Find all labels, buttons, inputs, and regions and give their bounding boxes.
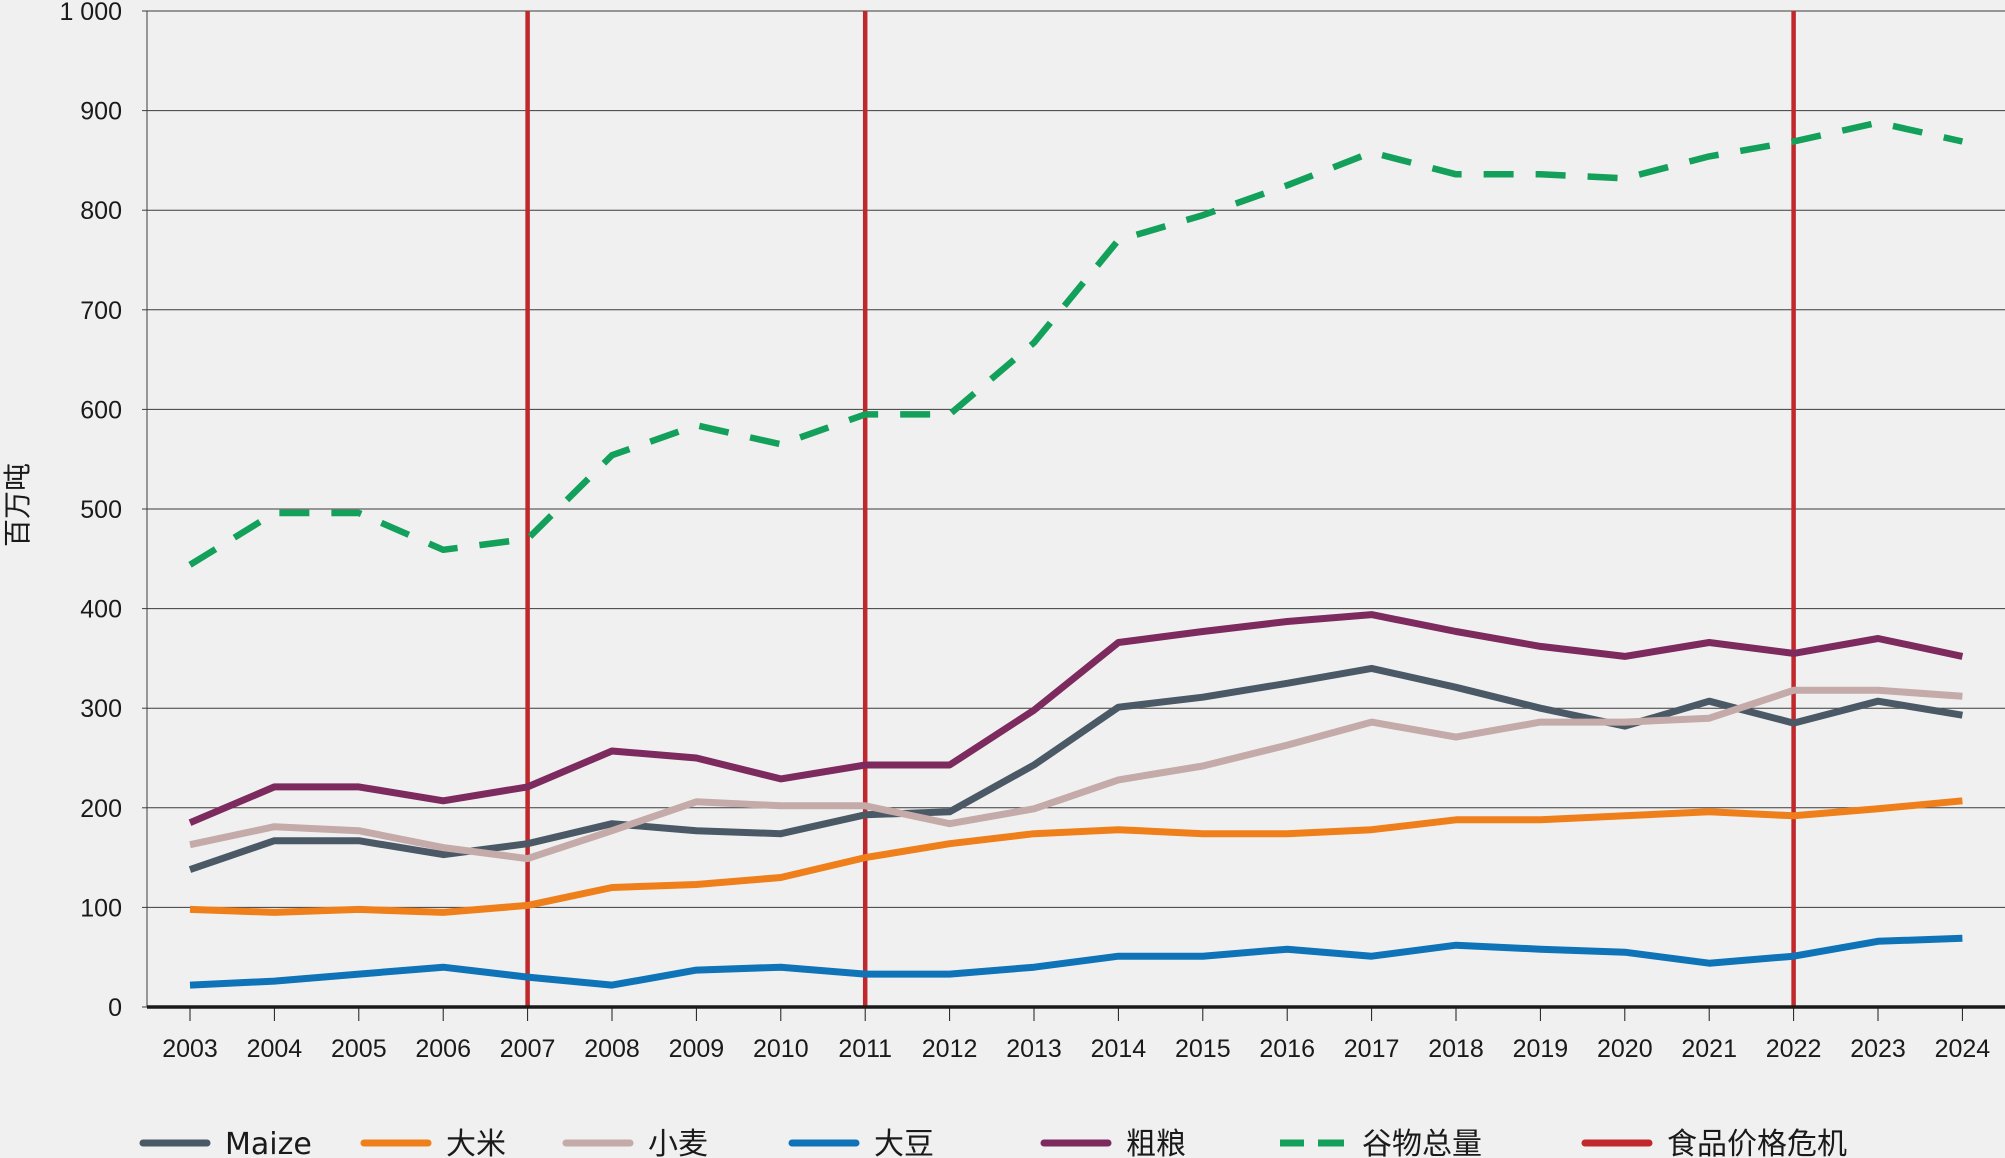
x-tick-label: 2020 xyxy=(1597,1035,1653,1063)
x-tick-label: 2014 xyxy=(1091,1035,1147,1063)
y-tick-label: 200 xyxy=(80,795,122,823)
x-tick-label: 2021 xyxy=(1681,1035,1737,1063)
legend-item: 粗粮 xyxy=(1040,1127,1186,1158)
legend-label: 小麦 xyxy=(648,1127,708,1158)
legend: Maize 大米 小麦 大豆 粗粮 谷物总量 食品价格危机 xyxy=(139,1127,1847,1158)
y-tick-label: 100 xyxy=(80,894,122,922)
legend-label: 谷物总量 xyxy=(1362,1127,1482,1158)
legend-label: 食品价格危机 xyxy=(1667,1127,1847,1158)
x-tick-label: 2007 xyxy=(500,1035,556,1063)
x-tick-label: 2015 xyxy=(1175,1035,1231,1063)
series-line-3 xyxy=(189,934,1963,989)
x-tick-label: 2004 xyxy=(247,1035,303,1063)
x-tick-label: 2011 xyxy=(838,1035,892,1063)
y-tick-label: 700 xyxy=(80,297,122,325)
legend-label: 粗粮 xyxy=(1126,1127,1186,1158)
data-series xyxy=(188,119,1964,989)
x-tick-label: 2009 xyxy=(669,1035,725,1063)
y-tick-label: 1 000 xyxy=(59,0,122,26)
y-tick-label: 400 xyxy=(80,596,122,624)
y-tick-label: 600 xyxy=(80,396,122,424)
gridlines xyxy=(147,10,2005,908)
legend-item: 大豆 xyxy=(788,1127,934,1158)
series-line-1 xyxy=(189,797,1963,916)
legend-item: 小麦 xyxy=(562,1127,708,1158)
legend-item: 谷物总量 xyxy=(1280,1127,1482,1158)
legend-label: Maize xyxy=(225,1127,312,1158)
x-tick-label: 2008 xyxy=(584,1035,640,1063)
x-tick-label: 2012 xyxy=(922,1035,978,1063)
x-tick-label: 2016 xyxy=(1259,1035,1315,1063)
axes: 0 100 200 300 400 500 600 700 800 900 1 000 2003 200… xyxy=(59,0,2005,1063)
x-tick-label: 2010 xyxy=(753,1035,809,1063)
x-tick-label: 2005 xyxy=(331,1035,387,1063)
x-tick-label: 2006 xyxy=(415,1035,471,1063)
x-tick-label: 2013 xyxy=(1006,1035,1062,1063)
legend-label: 大豆 xyxy=(874,1127,934,1158)
legend-item: Maize xyxy=(139,1127,312,1158)
legend-item: 食品价格危机 xyxy=(1581,1127,1847,1158)
x-tick-label: 2023 xyxy=(1850,1035,1906,1063)
y-axis-title: 百万吨 xyxy=(1,463,34,547)
y-tick-label: 0 xyxy=(108,994,122,1022)
x-tick-label: 2022 xyxy=(1766,1035,1822,1063)
series-line-4 xyxy=(188,611,1964,826)
y-tick-label: 900 xyxy=(80,98,122,126)
x-tick-label: 2019 xyxy=(1513,1035,1569,1063)
series-line-2 xyxy=(189,686,1963,863)
series-line-0 xyxy=(188,664,1963,873)
x-tick-label: 2003 xyxy=(162,1035,218,1063)
legend-item: 大米 xyxy=(360,1127,506,1158)
y-tick-label: 300 xyxy=(80,695,122,723)
series-line-5 xyxy=(188,119,1964,568)
x-tick-label: 2017 xyxy=(1344,1035,1400,1063)
x-tick-label: 2018 xyxy=(1428,1035,1484,1063)
y-tick-label: 800 xyxy=(80,197,122,225)
y-tick-label: 500 xyxy=(80,496,122,524)
x-tick-label: 2024 xyxy=(1935,1035,1991,1063)
legend-label: 大米 xyxy=(446,1127,506,1158)
